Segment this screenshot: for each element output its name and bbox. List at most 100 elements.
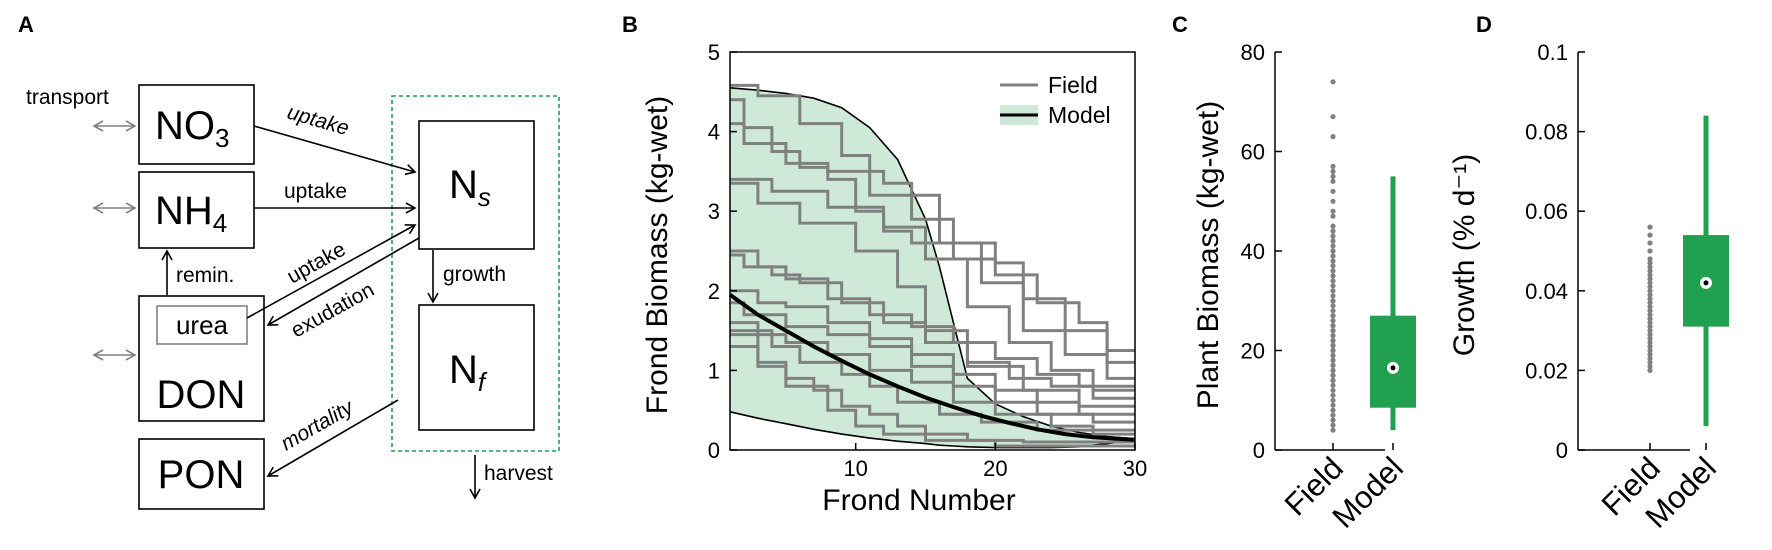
field-point [1647, 316, 1653, 322]
field-point [1330, 168, 1336, 174]
field-point [1330, 392, 1336, 398]
field-point [1330, 308, 1336, 314]
uptake-arrow-urea [246, 224, 417, 319]
model-band-fill [730, 87, 1135, 448]
growth-label: growth [443, 263, 506, 286]
x-tick-label-10: 10 [843, 456, 867, 481]
category-label-model: Model [1325, 450, 1409, 534]
field-point [1647, 256, 1653, 262]
field-point [1330, 412, 1336, 418]
y-tick-label: 0 [1556, 438, 1568, 463]
panel-a-diagram: A NO3 NH4 urea DON PON Ns Nf transport u… [18, 12, 560, 510]
y-axis-title-c: Plant Biomass (kg-wet) [1192, 101, 1225, 409]
field-series-line-2 [730, 98, 1135, 364]
y-tick-label-1: 1 [708, 358, 720, 383]
field-point [1647, 224, 1653, 230]
field-point [1330, 233, 1336, 239]
y-tick-label-2: 2 [708, 279, 720, 304]
mortality-arrow [266, 399, 399, 477]
model-median-dot [1390, 365, 1396, 371]
field-point [1330, 318, 1336, 324]
x-tick-label-20: 20 [983, 456, 1007, 481]
field-point [1330, 283, 1336, 289]
field-point [1647, 332, 1653, 338]
field-point [1330, 357, 1336, 363]
y-tick-label: 0 [1253, 438, 1265, 463]
field-point [1330, 79, 1336, 85]
urea-label: urea [176, 310, 229, 340]
y-tick-label: 0.08 [1525, 120, 1568, 145]
transport-label: transport [26, 86, 109, 109]
field-point [1330, 323, 1336, 329]
y-tick-label: 40 [1241, 239, 1265, 264]
panel-b-axes: 10 20 30 0 1 2 3 4 5 [708, 40, 1147, 481]
field-point [1330, 347, 1336, 354]
legend-field-label: Field [1048, 72, 1098, 98]
field-point [1330, 278, 1336, 284]
y-tick-label: 0.1 [1537, 40, 1568, 65]
field-point [1647, 260, 1653, 266]
field-point [1330, 298, 1336, 304]
no3-box [138, 84, 255, 165]
field-point [1647, 288, 1653, 294]
field-point [1330, 273, 1336, 279]
field-point [1330, 367, 1336, 373]
field-point [1330, 208, 1336, 214]
field-point [1330, 263, 1336, 269]
field-series-line-10 [730, 321, 1135, 432]
field-point [1330, 387, 1336, 393]
field-point [1647, 367, 1653, 373]
field-point [1330, 397, 1336, 403]
field-point [1330, 173, 1336, 179]
field-point [1330, 253, 1336, 259]
pon-label: PON [158, 453, 245, 497]
model-median-dot [1703, 280, 1709, 286]
y-tick-label: 20 [1241, 339, 1265, 364]
field-point [1330, 372, 1336, 378]
field-point [1330, 268, 1336, 274]
field-point [1330, 248, 1336, 254]
field-series-line-3 [730, 122, 1135, 380]
legend: Field Model [1000, 72, 1111, 128]
field-series-line-1 [730, 83, 1135, 352]
ns-label: Ns [449, 163, 491, 212]
field-point [1330, 427, 1336, 433]
field-series-group [730, 83, 1135, 448]
uptake-label-urea: uptake [283, 238, 349, 289]
y-axis-title-b: Frond Biomass (kg-wet) [641, 96, 674, 414]
field-point [1330, 163, 1336, 169]
ns-box [418, 120, 535, 250]
y-tick-label: 0.02 [1525, 358, 1568, 383]
y-tick-label: 80 [1241, 40, 1265, 65]
field-point [1647, 312, 1653, 318]
field-point [1330, 134, 1336, 140]
field-point [1647, 308, 1653, 314]
field-point [1330, 198, 1336, 204]
field-point [1330, 382, 1336, 388]
field-point [1330, 178, 1336, 184]
model-band-upper [729, 87, 1136, 440]
y-tick-label-5: 5 [708, 40, 720, 65]
exudation-arrow [266, 237, 420, 326]
field-point [1647, 248, 1653, 254]
field-point [1330, 422, 1336, 428]
field-point [1330, 328, 1336, 334]
harvest-label: harvest [484, 462, 553, 485]
field-point [1647, 280, 1653, 286]
field-point [1647, 240, 1653, 246]
nf-label: Nf [449, 348, 488, 397]
field-series-line-13 [730, 333, 1135, 448]
field-point [1647, 328, 1653, 334]
model-range-band [729, 87, 1136, 449]
field-point [1330, 362, 1336, 368]
y-axis-title-d: Growth (% d⁻¹) [1448, 154, 1481, 357]
panel-letter-d: D [1476, 12, 1492, 37]
x-tick-label-30: 30 [1123, 456, 1147, 481]
y-tick-label-3: 3 [708, 199, 720, 224]
field-point [1647, 363, 1653, 369]
plot-frame-b [729, 51, 1136, 451]
field-point [1647, 268, 1653, 274]
